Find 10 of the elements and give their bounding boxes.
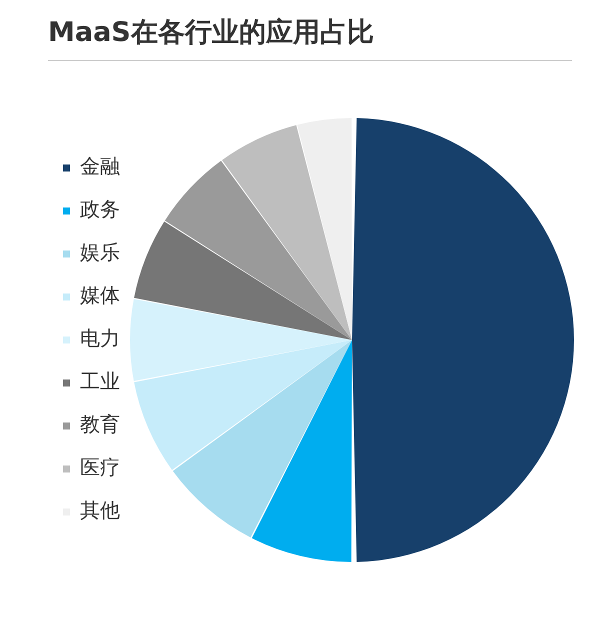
legend-label: 金融 — [80, 154, 120, 178]
legend-label: 医疗 — [80, 455, 120, 480]
legend-label: 政务 — [80, 197, 120, 222]
legend-label: 电力 — [80, 326, 120, 350]
legend-label: 其他 — [80, 498, 120, 522]
legend-label: 娱乐 — [80, 240, 120, 264]
chart-title: MaaS在各行业的应用占比 — [48, 14, 572, 61]
legend-label: 媒体 — [80, 283, 120, 308]
legend-label: 教育 — [80, 412, 120, 436]
legend-label: 工业 — [80, 369, 120, 394]
